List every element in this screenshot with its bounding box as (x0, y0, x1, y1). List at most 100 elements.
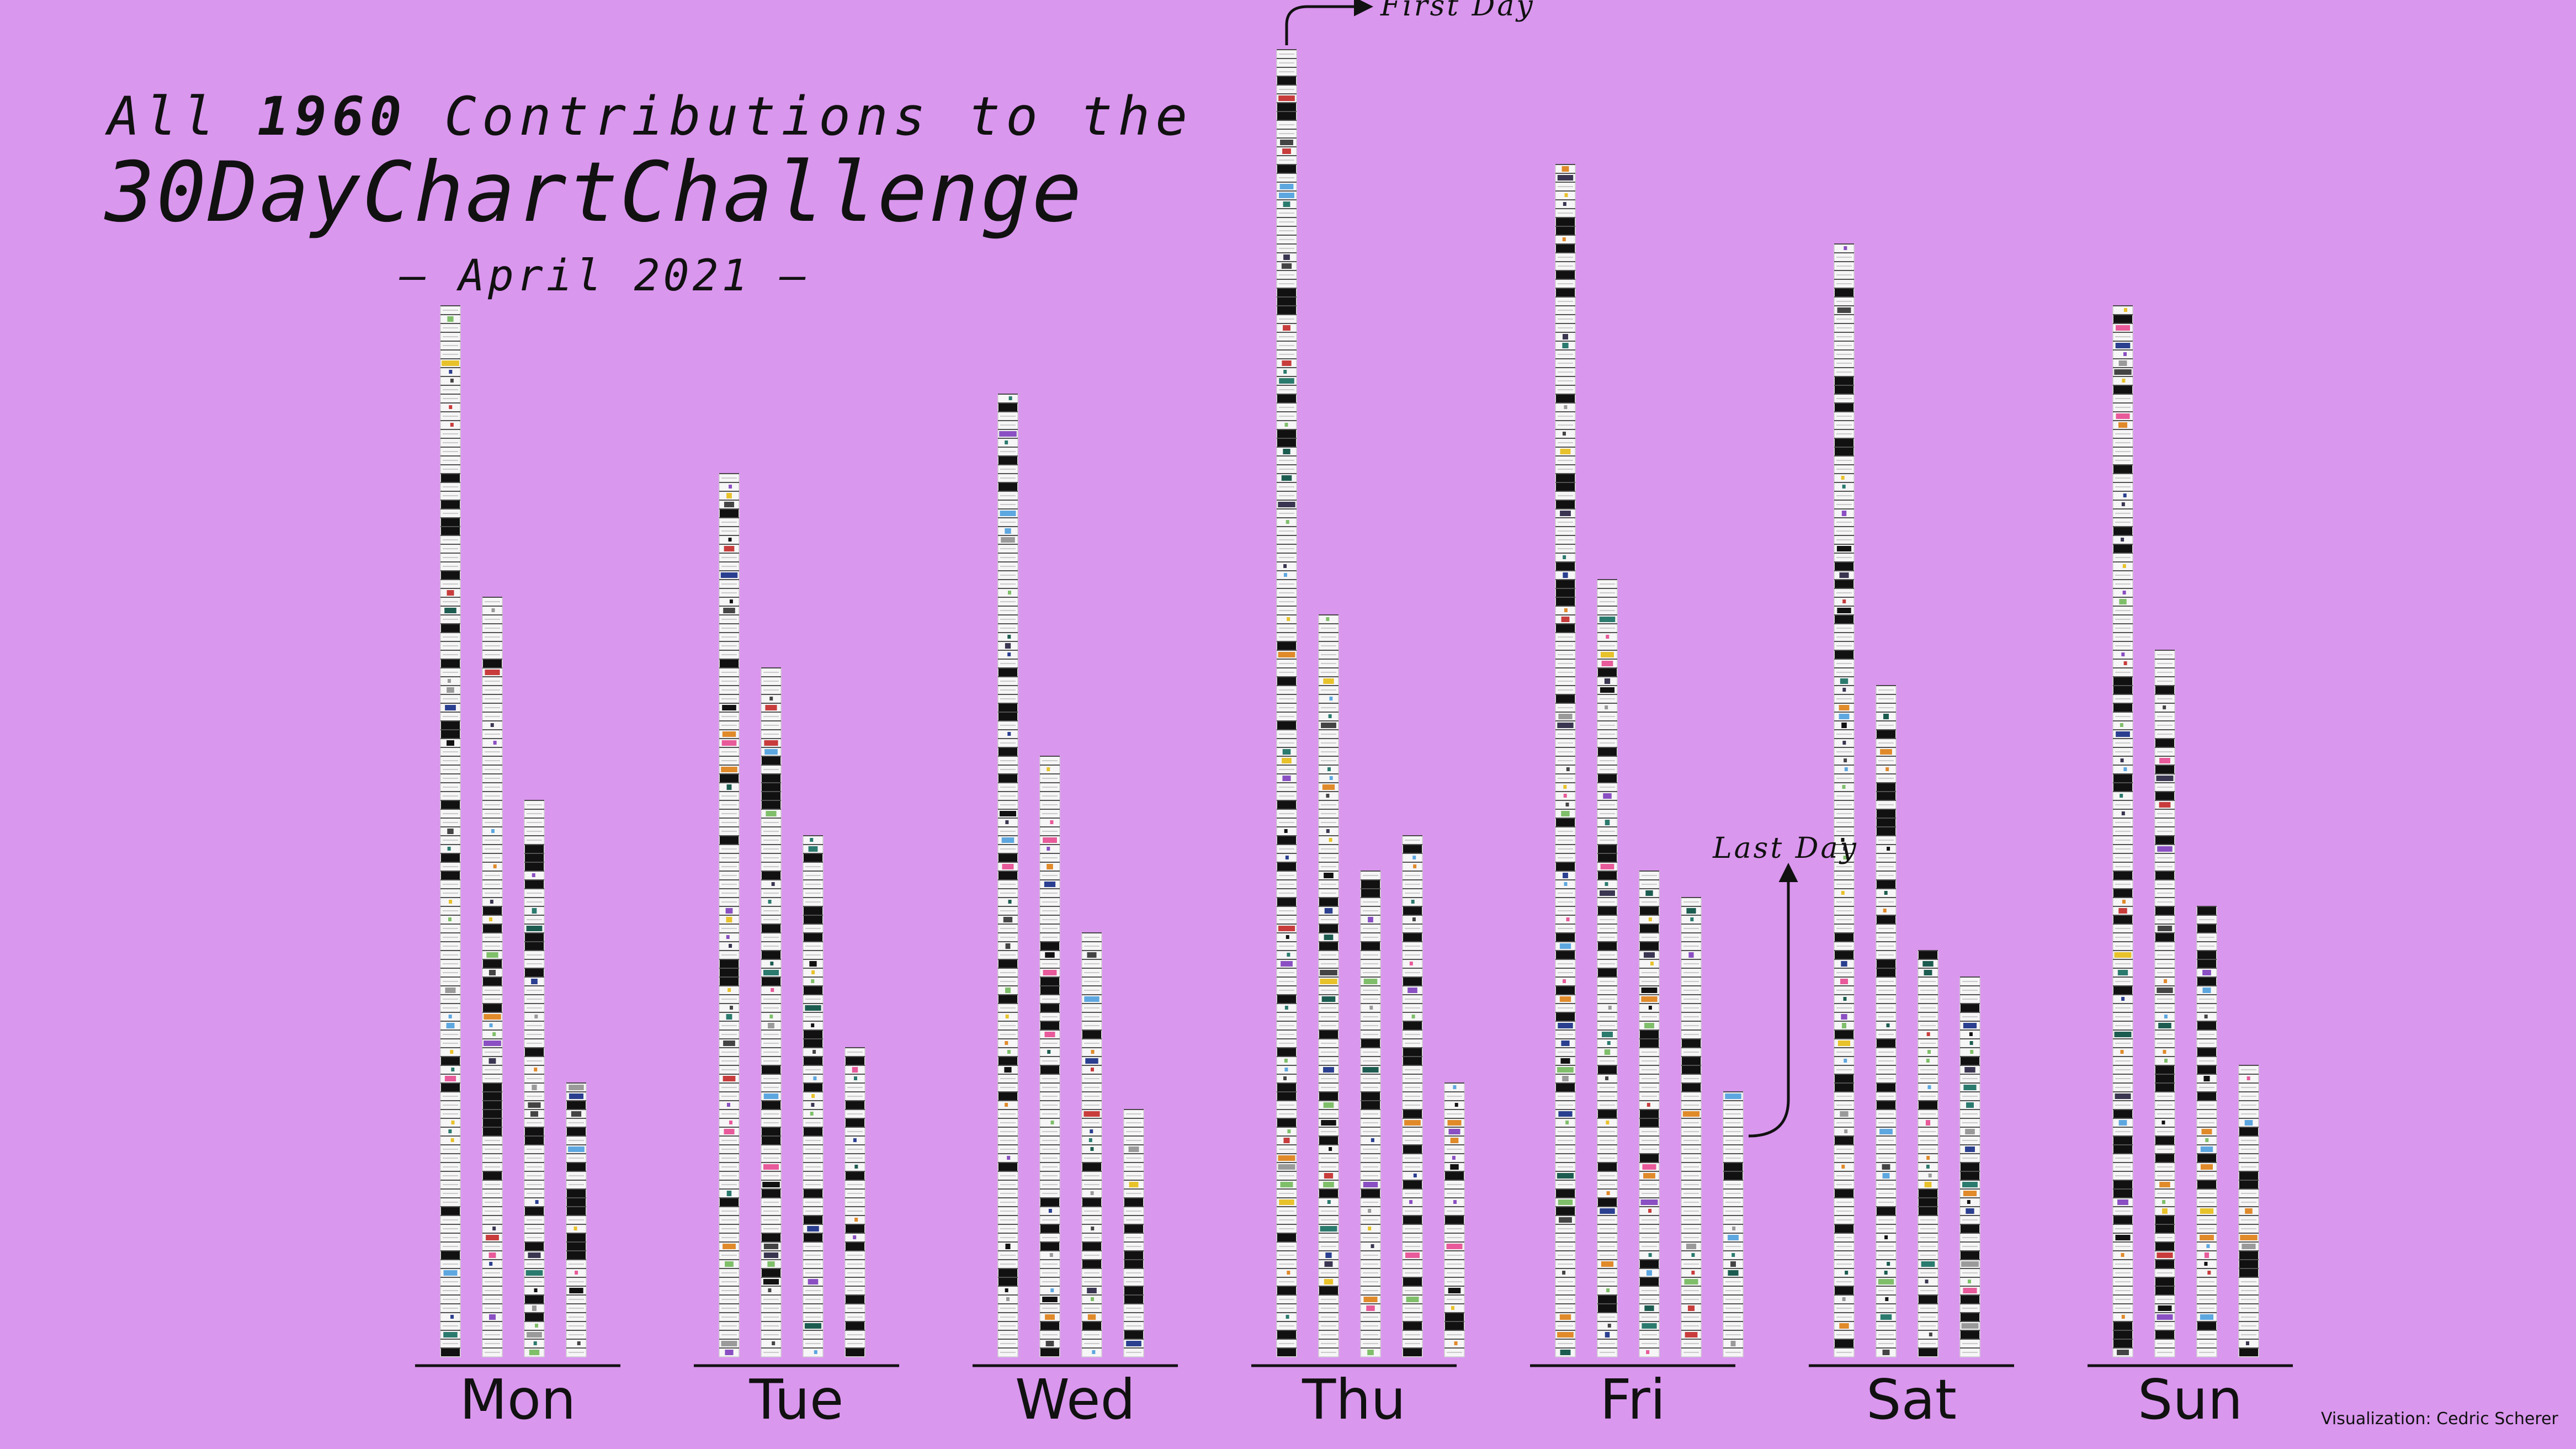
contribution-tile (1006, 1297, 1010, 1301)
contribution-tile (1600, 890, 1615, 896)
contribution-tile (1562, 334, 1569, 339)
contribution-tile (1277, 1349, 1296, 1356)
contribution-tile (1129, 1182, 1139, 1187)
contribution-tile (1323, 678, 1334, 684)
day-label-wed: Wed (1015, 1367, 1135, 1432)
contribution-tile (441, 721, 460, 729)
contribution-tile (448, 1015, 452, 1018)
contribution-tile (1842, 599, 1846, 603)
contribution-tile (1091, 1050, 1095, 1054)
contribution-tile (846, 1296, 864, 1303)
contribution-tile (2159, 758, 2170, 763)
contribution-tile (1842, 785, 1846, 789)
contribution-tile (1961, 1172, 1979, 1180)
contribution-tile (1730, 1341, 1736, 1346)
contribution-tile (812, 1050, 816, 1054)
contribution-tile (1556, 289, 1575, 296)
contribution-tile (1413, 1174, 1417, 1177)
contribution-tile (726, 1191, 732, 1196)
contribution-tile (529, 1350, 540, 1355)
contribution-tile (526, 926, 543, 931)
contribution-tile (1603, 793, 1612, 799)
contribution-tile (1844, 1059, 1847, 1063)
contribution-tile (999, 811, 1017, 816)
contribution-tile (846, 1225, 864, 1233)
contribution-tile (1877, 1039, 1895, 1047)
contribution-tile (1557, 1173, 1574, 1179)
contribution-tile (1563, 785, 1567, 789)
contribution-tile (2244, 1120, 2253, 1126)
contribution-tile (1286, 520, 1289, 524)
contribution-tile (1040, 1349, 1059, 1356)
contribution-tile (2201, 1129, 2212, 1134)
contribution-tile (852, 1067, 858, 1073)
contribution-tile (1005, 643, 1011, 649)
contribution-tile (1646, 1103, 1650, 1107)
contribution-tile (762, 757, 780, 765)
contribution-tile (762, 1182, 780, 1187)
contribution-tile (1368, 1227, 1372, 1230)
contribution-tile (1646, 1270, 1653, 1276)
contribution-tile (2197, 1181, 2216, 1188)
contribution-tile (1882, 1164, 1890, 1170)
contribution-tile (2155, 1216, 2174, 1224)
contribution-tile (2157, 988, 2173, 993)
contribution-tile (1600, 1208, 1615, 1214)
contribution-tile (804, 907, 822, 915)
contribution-tile (1885, 767, 1889, 771)
contribution-tile (1556, 1013, 1575, 1021)
contribution-tile (567, 1128, 586, 1135)
contribution-tile (1283, 449, 1290, 454)
contribution-tile (2157, 926, 2173, 931)
contribution-tile (764, 740, 778, 746)
contribution-tile (2117, 1199, 2128, 1205)
day-label-thu: Thu (1302, 1367, 1406, 1432)
contribution-tile (1601, 1261, 1614, 1267)
contribution-tile (1319, 1190, 1338, 1197)
contribution-tile (1967, 1200, 1970, 1204)
contribution-tile (720, 572, 738, 578)
contribution-tile (1883, 909, 1887, 912)
contribution-tile (1607, 1324, 1611, 1328)
contribution-tile (2113, 1137, 2132, 1144)
contribution-tile (486, 952, 498, 958)
contribution-tile (1558, 1199, 1573, 1205)
contribution-column (1834, 243, 1855, 1357)
contribution-tile (2200, 1164, 2213, 1170)
contribution-tile (1598, 748, 1617, 756)
contribution-tile (1403, 907, 1422, 915)
contribution-tile (2239, 1251, 2258, 1259)
contribution-tile (1361, 1101, 1380, 1109)
contribution-tile (1362, 1067, 1379, 1073)
contribution-tile (1640, 1031, 1659, 1038)
contribution-tile (2113, 1322, 2132, 1330)
contribution-tile (567, 1243, 586, 1250)
contribution-tile (1278, 652, 1295, 657)
contribution-tile (1082, 1260, 1101, 1268)
contribution-tile (1557, 175, 1574, 181)
contribution-tile (1564, 405, 1568, 409)
contribution-tile (449, 405, 453, 409)
contribution-tile (1606, 1288, 1610, 1292)
contribution-tile (1563, 873, 1568, 878)
contribution-tile (720, 969, 739, 976)
contribution-tile (1607, 1041, 1611, 1045)
contribution-tile (1050, 1121, 1054, 1124)
contribution-tile (1556, 1207, 1575, 1215)
contribution-tile (1043, 970, 1057, 975)
contribution-tile (762, 1101, 780, 1109)
contribution-tile (490, 723, 494, 727)
contribution-tile (441, 1251, 460, 1259)
contribution-tile (804, 986, 822, 994)
contribution-tile (1556, 501, 1575, 508)
contribution-tile (846, 1119, 864, 1127)
contribution-column (1555, 164, 1576, 1357)
contribution-tile (2162, 1200, 2166, 1204)
contribution-tile (445, 988, 456, 993)
title-count: 1960 (257, 86, 407, 147)
contribution-tile (725, 1261, 734, 1267)
contribution-tile (1361, 880, 1380, 888)
contribution-tile (998, 774, 1017, 782)
contribution-tile (1403, 1022, 1422, 1029)
contribution-tile (1835, 1137, 1853, 1144)
